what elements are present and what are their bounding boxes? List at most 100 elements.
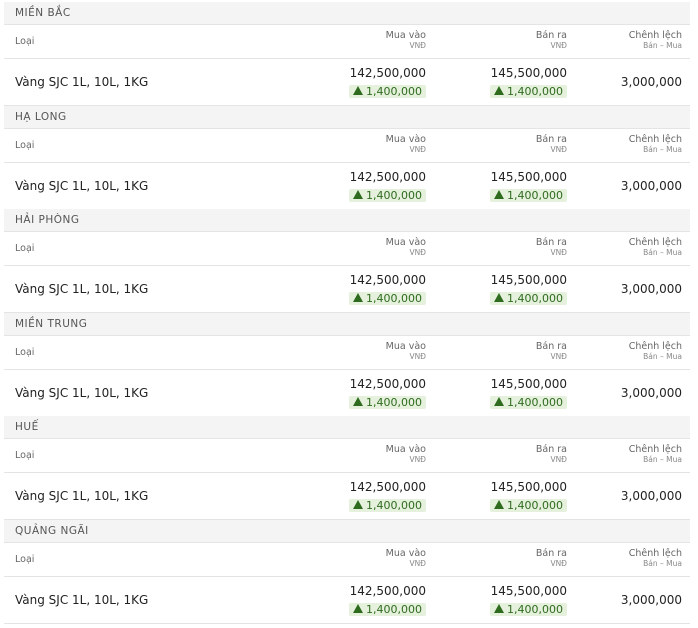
buy-header: Mua vào VNĐ: [386, 134, 426, 154]
diff-header: Chênh lệch Bán – Mua: [629, 548, 682, 568]
header-row: Loại Mua vào VNĐ Bán ra VNĐ Chênh lệch Bán – M…: [4, 129, 690, 163]
sell-header: Bán ra VNĐ: [536, 548, 567, 568]
type-header: Loại: [15, 450, 35, 461]
up-arrow: [494, 500, 505, 509]
buy-unit: VNĐ: [409, 41, 426, 50]
sell-label: Bán ra: [535, 237, 567, 248]
up-arrow: [494, 86, 505, 95]
sell-cell: 145,500,000 1,400,000: [490, 584, 567, 617]
buy-cell: 142,500,000 1,400,000: [349, 480, 426, 513]
item-name: Vàng SJC 1L, 10L, 1KG: [15, 489, 149, 503]
up-arrow: [353, 86, 364, 95]
diff-value: 3,000,000: [620, 489, 682, 503]
region-name: HẢI PHÒNG: [4, 209, 690, 232]
sell-label: Bán ra: [535, 340, 567, 352]
diff-unit: Bán – Mua: [643, 144, 682, 154]
type-header: Loại: [15, 139, 35, 151]
header-row: Loại Mua vào VNĐ Bán ra VNĐ Chênh lệch Bán – M…: [4, 232, 690, 266]
change-value: 1,400,000: [507, 85, 563, 98]
buy-unit: VNĐ: [409, 455, 426, 464]
buy-cell: 142,500,000 1,400,000: [349, 377, 426, 410]
sell-header: Bán ra VNĐ: [536, 237, 567, 257]
buy-cell: 142,500,000 1,400,000: [349, 66, 426, 99]
type-header: Loại: [15, 36, 35, 47]
buy-change: 1,400,000: [349, 85, 426, 98]
diff-label: Chênh lệch: [628, 547, 682, 559]
item-name: Vàng SJC 1L, 10L, 1KG: [15, 385, 149, 400]
buy-unit: VNĐ: [409, 144, 426, 154]
buy-label: Mua vào: [385, 340, 426, 352]
buy-label: Mua vào: [385, 444, 426, 455]
buy-label: Mua vào: [385, 133, 426, 145]
buy-change: 1,400,000: [349, 188, 426, 202]
change-value: 1,400,000: [507, 188, 563, 202]
region-name: QUẢNG NGÃI: [4, 519, 690, 543]
diff-value: 3,000,000: [620, 385, 682, 400]
sell-cell: 145,500,000 1,400,000: [490, 66, 567, 99]
diff-value: 3,000,000: [620, 282, 682, 296]
sell-unit: VNĐ: [550, 351, 567, 361]
sell-label: Bán ra: [535, 547, 567, 559]
up-arrow: [353, 396, 364, 406]
region-section: MIỀN TRUNG Loại Mua vào VNĐ Bán ra VNĐ Chênh l…: [4, 312, 690, 417]
region-section: HẢI PHÒNG Loại Mua vào VNĐ Bán ra VNĐ Chênh lệ…: [4, 209, 690, 313]
data-row: Vàng SJC 1L, 10L, 1KG 142,500,000 1,400,00…: [4, 59, 690, 106]
buy-label: Mua vào: [385, 30, 426, 41]
buy-cell: 142,500,000 1,400,000: [349, 584, 426, 617]
sell-label: Bán ra: [535, 133, 567, 145]
buy-change: 1,400,000: [349, 395, 426, 409]
diff-value: 3,000,000: [620, 75, 682, 89]
region-name: HUẾ: [4, 416, 690, 439]
diff-unit: Bán – Mua: [643, 41, 682, 50]
buy-change: 1,400,000: [349, 602, 426, 616]
change-value: 1,400,000: [366, 499, 422, 512]
buy-price: 142,500,000: [349, 169, 426, 184]
sell-change: 1,400,000: [490, 85, 567, 98]
buy-header: Mua vào VNĐ: [386, 341, 426, 361]
sell-price: 145,500,000: [490, 376, 567, 391]
sell-unit: VNĐ: [550, 558, 567, 568]
data-row: Vàng SJC 1L, 10L, 1KG 142,500,000 1,400,00…: [4, 163, 690, 210]
region-section: HẠ LONG Loại Mua vào VNĐ Bán ra VNĐ Chênh lệch…: [4, 105, 690, 210]
sell-header: Bán ra VNĐ: [536, 341, 567, 361]
change-value: 1,400,000: [507, 292, 563, 305]
sell-unit: VNĐ: [550, 248, 567, 257]
sell-cell: 145,500,000 1,400,000: [490, 480, 567, 513]
sell-change: 1,400,000: [490, 499, 567, 512]
data-row: Vàng SJC 1L, 10L, 1KG 142,500,000 1,400,00…: [4, 473, 690, 520]
diff-header: Chênh lệch Bán – Mua: [629, 237, 682, 257]
sell-header: Bán ra VNĐ: [536, 134, 567, 154]
buy-price: 142,500,000: [349, 376, 426, 391]
buy-unit: VNĐ: [409, 351, 426, 361]
buy-header: Mua vào VNĐ: [386, 237, 426, 257]
diff-label: Chênh lệch: [628, 30, 682, 41]
type-header: Loại: [15, 243, 35, 254]
buy-price: 142,500,000: [349, 273, 426, 287]
change-value: 1,400,000: [366, 188, 422, 202]
price-table: MIỀN BẮC Loại Mua vào VNĐ Bán ra VNĐ Chênh lệc…: [4, 2, 690, 624]
data-row: Vàng SJC 1L, 10L, 1KG 142,500,000 1,400,00…: [4, 370, 690, 417]
change-value: 1,400,000: [507, 499, 563, 512]
diff-label: Chênh lệch: [628, 133, 682, 145]
sell-change: 1,400,000: [490, 395, 567, 409]
diff-header: Chênh lệch Bán – Mua: [629, 134, 682, 154]
region-name: MIỀN BẮC: [4, 2, 690, 25]
sell-header: Bán ra VNĐ: [536, 444, 567, 464]
diff-unit: Bán – Mua: [643, 558, 682, 568]
buy-header: Mua vào VNĐ: [386, 548, 426, 568]
up-arrow: [494, 396, 505, 406]
type-header: Loại: [15, 553, 35, 565]
item-name: Vàng SJC 1L, 10L, 1KG: [15, 178, 149, 193]
buy-cell: 142,500,000 1,400,000: [349, 170, 426, 203]
up-arrow: [494, 603, 505, 613]
sell-price: 145,500,000: [490, 169, 567, 184]
diff-header: Chênh lệch Bán – Mua: [629, 30, 682, 50]
change-value: 1,400,000: [366, 395, 422, 409]
buy-change: 1,400,000: [349, 292, 426, 305]
sell-cell: 145,500,000 1,400,000: [490, 170, 567, 203]
data-row: Vàng SJC 1L, 10L, 1KG 142,500,000 1,400,00…: [4, 266, 690, 313]
region-section: HUẾ Loại Mua vào VNĐ Bán ra VNĐ Chênh lệch Bán …: [4, 416, 690, 520]
sell-unit: VNĐ: [550, 41, 567, 50]
header-row: Loại Mua vào VNĐ Bán ra VNĐ Chênh lệch Bán – M…: [4, 543, 690, 577]
